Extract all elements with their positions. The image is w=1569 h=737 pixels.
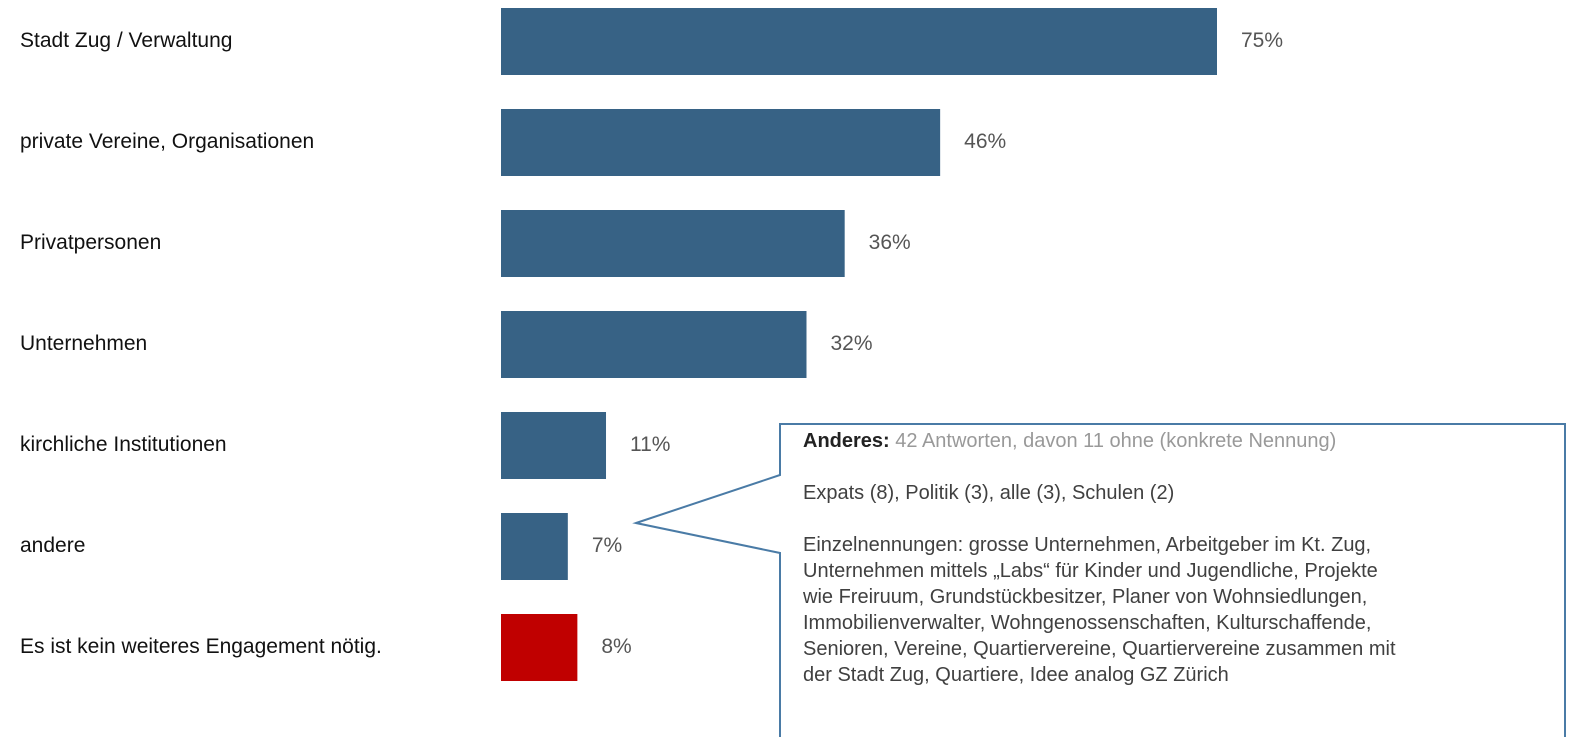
category-label: andere xyxy=(20,534,85,557)
annotation-details: Einzelnennungen: grosse Unternehmen, Arb… xyxy=(803,532,1563,688)
annotation-line: der Stadt Zug, Quartiere, Idee analog GZ… xyxy=(803,664,1229,686)
annotation-line: wie Freiruum, Grundstückbesitzer, Planer… xyxy=(803,586,1368,608)
bar xyxy=(501,210,845,277)
annotation-line: Immobilienverwalter, Wohngenossenschafte… xyxy=(803,612,1372,634)
callout-frame xyxy=(632,423,1566,737)
value-label: 11% xyxy=(630,433,670,456)
category-label: Unternehmen xyxy=(20,332,147,355)
annotation-heading: Anderes: xyxy=(803,430,890,452)
category-label: kirchliche Institutionen xyxy=(20,433,227,456)
bar xyxy=(501,614,578,681)
value-label: 8% xyxy=(601,635,631,658)
bar xyxy=(501,109,941,176)
category-label: Privatpersonen xyxy=(20,231,161,254)
bar xyxy=(501,8,1217,75)
category-label: private Vereine, Organisationen xyxy=(20,130,314,153)
value-label: 36% xyxy=(869,231,911,254)
category-label: Es ist kein weiteres Engagement nötig. xyxy=(20,635,382,658)
annotation-counts: Expats (8), Politik (3), alle (3), Schul… xyxy=(803,482,1175,504)
annotation-line: Senioren, Vereine, Quartiervereine, Quar… xyxy=(803,638,1396,660)
bar xyxy=(501,412,607,479)
annotation-text: 42 Antworten, davon 11 ohne (konkrete Ne… xyxy=(895,430,1337,452)
annotation-line: Unternehmen mittels „Labs“ für Kinder un… xyxy=(803,560,1378,582)
bar xyxy=(501,513,568,580)
value-label: 7% xyxy=(592,534,622,557)
annotation: Anderes: 42 Antworten, davon 11 ohne (ko… xyxy=(803,428,1563,688)
value-label: 32% xyxy=(830,332,872,355)
bar xyxy=(501,311,807,378)
value-label: 75% xyxy=(1241,29,1283,52)
category-label: Stadt Zug / Verwaltung xyxy=(20,29,232,52)
value-label: 46% xyxy=(964,130,1006,153)
annotation-summary: Anderes: 42 Antworten, davon 11 ohne (ko… xyxy=(803,428,1563,454)
annotation-line: Einzelnennungen: grosse Unternehmen, Arb… xyxy=(803,534,1372,556)
